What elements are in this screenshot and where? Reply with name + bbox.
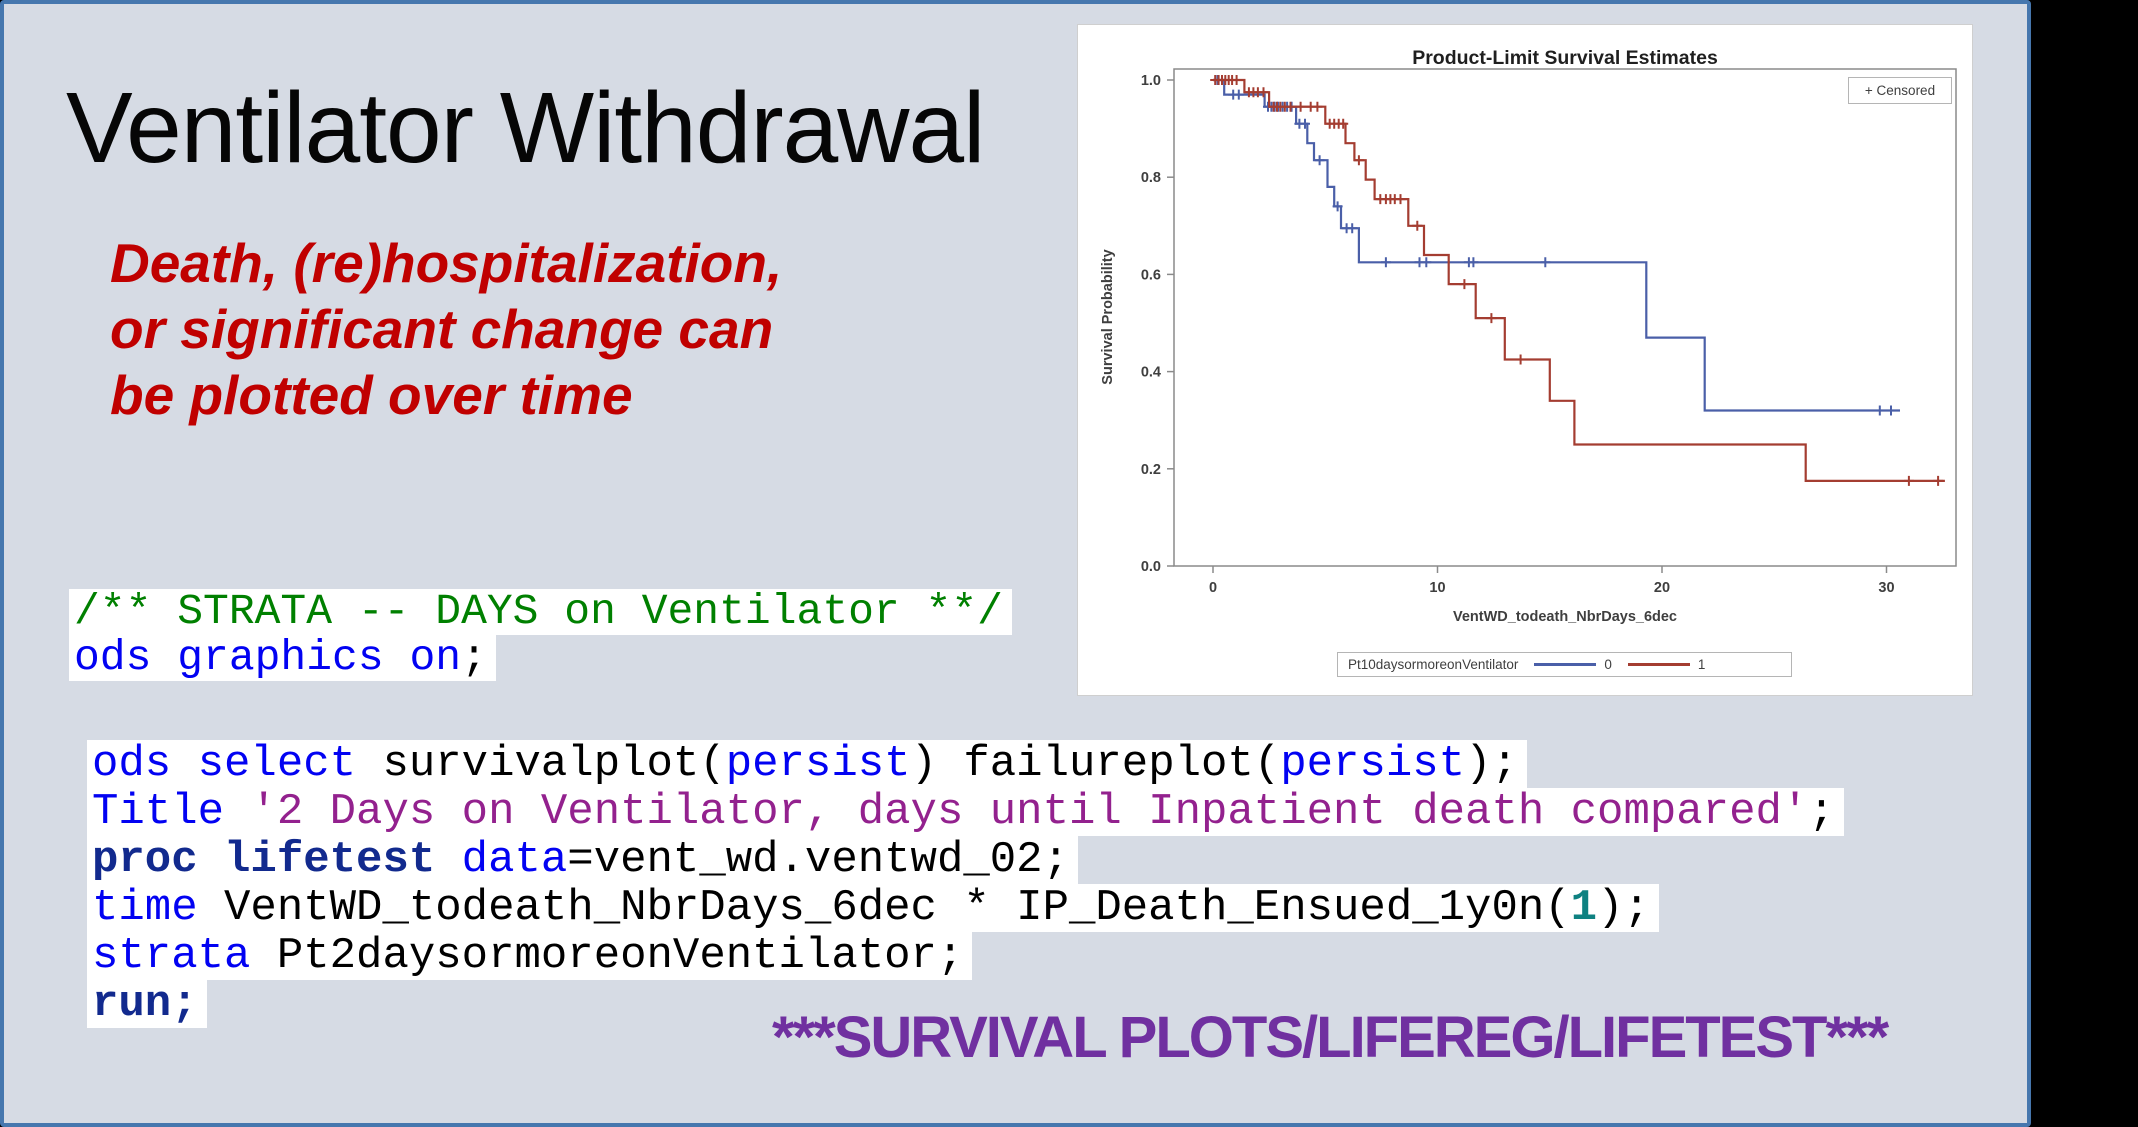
code-line: run; bbox=[87, 980, 207, 1028]
svg-text:20: 20 bbox=[1654, 580, 1670, 596]
subtitle-text: Death, (re)hospitalization, or significa… bbox=[110, 232, 783, 426]
code-line: ods select survivalplot(persist) failure… bbox=[87, 740, 1527, 788]
svg-text:0: 0 bbox=[1209, 580, 1217, 596]
x-axis-label: VentWD_todeath_NbrDays_6dec bbox=[1452, 609, 1677, 625]
svg-text:0.8: 0.8 bbox=[1141, 170, 1161, 186]
strata-legend: Pt10daysormoreonVentilator 0 1 bbox=[1337, 652, 1792, 677]
page-title: Ventilator Withdrawal bbox=[66, 72, 985, 184]
legend-title: Pt10daysormoreonVentilator bbox=[1348, 657, 1519, 672]
censored-note-box: + Censored bbox=[1848, 77, 1952, 104]
code-line: /** STRATA -- DAYS on Ventilator **/ bbox=[69, 589, 1012, 635]
letterbox-right bbox=[2031, 0, 2138, 1127]
code-line: time VentWD_todeath_NbrDays_6dec * IP_De… bbox=[87, 884, 1659, 932]
code-line: ods graphics on; bbox=[69, 635, 496, 681]
code-line: proc lifetest data=vent_wd.ventwd_02; bbox=[87, 836, 1078, 884]
y-axis-label: Survival Probability bbox=[1100, 249, 1116, 385]
code-line: strata Pt2daysormoreonVentilator; bbox=[87, 932, 973, 980]
svg-text:0.0: 0.0 bbox=[1141, 559, 1161, 575]
sas-code-block-lifetest: ods select survivalplot(persist) failure… bbox=[87, 740, 1844, 1028]
chart-title: Product-Limit Survival Estimates bbox=[1412, 47, 1718, 69]
legend-line-group0-icon bbox=[1534, 663, 1597, 666]
svg-text:10: 10 bbox=[1429, 580, 1445, 596]
sas-code-block-strata-comment: /** STRATA -- DAYS on Ventilator **/ods … bbox=[69, 589, 1012, 681]
svg-text:0.2: 0.2 bbox=[1141, 462, 1161, 478]
kaplan-meier-plot: 0 10 20 30 0.0 0.2 0.4 0.6 0.8 1.0 bbox=[1141, 68, 1957, 596]
survival-plots-banner: ***SURVIVAL PLOTS/LIFEREG/LIFETEST*** bbox=[772, 1005, 1889, 1070]
code-line: Title '2 Days on Ventilator, days until … bbox=[87, 788, 1844, 836]
slide: Ventilator Withdrawal Death, (re)hospita… bbox=[0, 0, 2031, 1127]
svg-text:1.0: 1.0 bbox=[1141, 73, 1161, 89]
survival-chart-panel: 0 10 20 30 0.0 0.2 0.4 0.6 0.8 1.0 Product-Limit … bbox=[1077, 24, 1973, 696]
legend-label-group0: 0 bbox=[1604, 657, 1612, 672]
svg-text:0.4: 0.4 bbox=[1141, 365, 1161, 381]
legend-label-group1: 1 bbox=[1697, 657, 1706, 672]
legend-line-group1-icon bbox=[1627, 663, 1690, 666]
svg-text:0.6: 0.6 bbox=[1141, 267, 1161, 283]
svg-text:30: 30 bbox=[1878, 580, 1894, 596]
